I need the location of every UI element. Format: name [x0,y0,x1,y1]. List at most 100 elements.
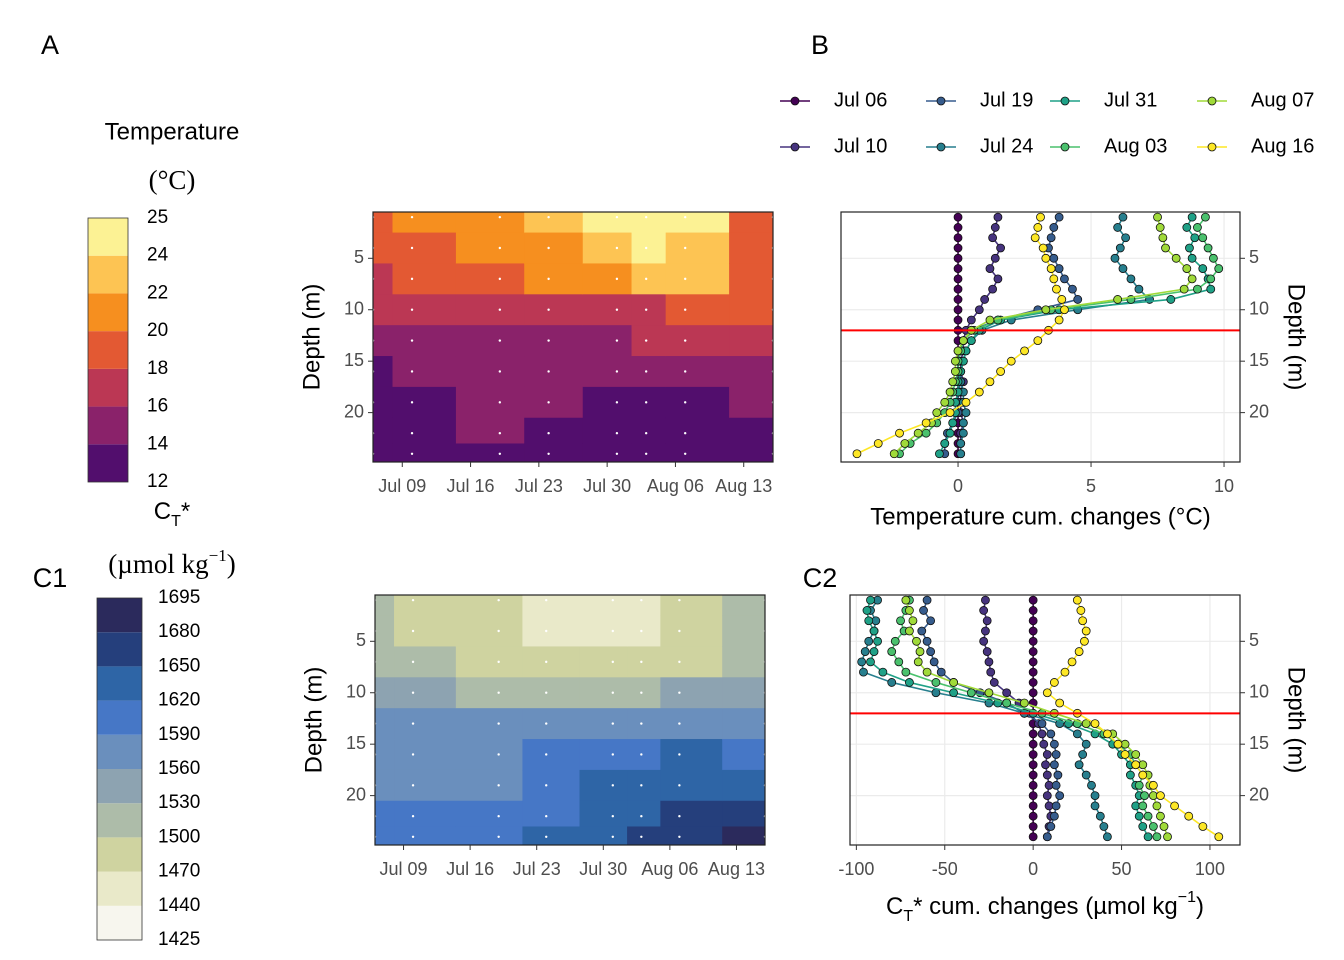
sample-point [683,452,687,455]
sample-point [497,835,500,838]
profile-point [1002,688,1012,698]
x-tick-label: -100 [838,859,874,879]
y-axis-title: Depth (m) [300,667,327,774]
sample-point [497,598,500,602]
profile-point [913,428,923,438]
sample-point [611,691,615,694]
profile-point [1051,801,1061,811]
sample-point [683,246,687,250]
contour-cell [392,325,457,357]
profile-point [940,397,950,407]
profile-point [945,387,955,397]
contour-cell [455,386,525,419]
y-tick-label: 15 [344,350,364,370]
profile-point [1155,223,1165,232]
contour-cell [522,615,581,647]
contour-cell [522,708,581,740]
sample-point [615,246,619,250]
contour-cell [582,294,633,326]
profile-point [1028,770,1038,780]
profile-point [1115,243,1125,253]
unit-part: ) [227,549,236,579]
sample-point [547,277,550,281]
profile-point [1182,223,1192,232]
sample-point [683,401,687,404]
profile-point [1074,760,1084,770]
label-subscript: T [903,908,913,925]
sample-point [498,401,502,404]
sample-point [545,814,548,818]
contour-cell [524,212,584,234]
contour-cell [522,800,581,827]
sample-point [611,835,615,838]
contour-cell [665,356,730,388]
x-tick-label: Aug 06 [647,476,704,496]
profile-point [1060,305,1069,315]
contour-cell [660,708,723,740]
profile-point [1090,791,1100,801]
profile-point [901,595,911,605]
profile-point [1020,346,1029,356]
contour-cell [373,263,394,295]
profile-point [1028,750,1038,759]
profile-point [1019,698,1029,708]
profile-point [1125,770,1135,780]
contour-cell [582,232,633,264]
profile-point [956,449,966,459]
profile-point [996,243,1005,253]
sample-point [498,215,502,219]
profile-point [982,616,992,626]
contour-cell [373,294,394,326]
contour-cell [394,769,457,802]
label-superscript: −1 [1178,889,1196,906]
contour-cell [582,443,633,463]
contour-cell [455,677,523,709]
profile-point [1054,264,1064,273]
y-tick-label: 10 [344,298,364,318]
sample-point [547,370,550,373]
contour-cell [582,263,633,295]
sample-point [683,215,687,219]
contour-cell [660,800,723,827]
colorbar-swatch [88,444,128,482]
profile-point [929,657,939,667]
legend-marker [790,142,800,152]
sample-point [498,308,502,311]
profile-point [1148,822,1158,831]
profile-point [1049,678,1059,687]
x-tick-label: Jul 09 [378,476,426,496]
profile-point [1087,780,1096,790]
contour-cell [455,646,523,678]
sample-point [497,660,500,664]
sample-point [410,370,414,373]
profile-point [1134,780,1144,790]
profile-point [953,243,963,253]
profile-point [1156,811,1165,821]
profile-point [864,616,874,626]
plot-border [840,211,1241,463]
profile-point [1028,647,1038,656]
x-tick-label: 50 [1112,859,1132,879]
contour-cell [627,595,661,617]
contour-cell [665,294,730,326]
profile-point [1041,760,1050,770]
unit-part: (µmol kg [108,549,208,579]
sample-point [410,431,414,435]
panel-label: B [811,30,829,60]
sample-point [615,401,619,404]
x-tick-label: Jul 16 [446,859,494,879]
profile-point [917,626,927,636]
profile-point [1042,750,1052,759]
sample-point [678,598,681,602]
profile-point [1037,729,1047,739]
profile-point [974,387,984,397]
profile-point [993,274,1003,284]
profile-point [895,428,904,438]
contour-cell [375,615,395,647]
colorbar-swatch [97,666,142,701]
sample-point [683,277,687,281]
y-tick-label: 5 [354,247,364,267]
profile-point [901,667,911,677]
colorbar-swatch [88,368,128,407]
x-tick-label: Aug 13 [715,476,772,496]
